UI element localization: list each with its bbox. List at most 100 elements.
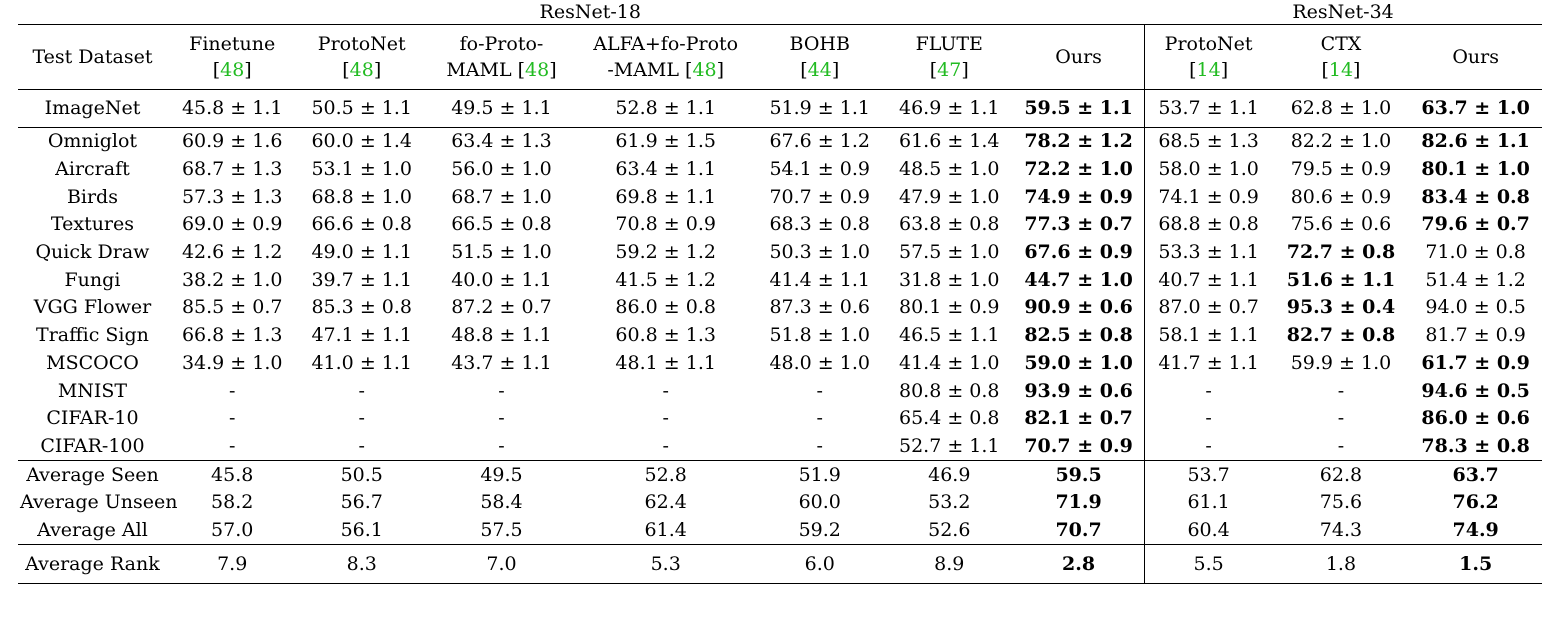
table-cell: 68.8 ± 1.0	[311, 185, 412, 208]
citation-link[interactable]: 14	[1328, 59, 1354, 81]
table-cell: 51.9 ± 1.1	[769, 97, 870, 119]
column-header: BOHB [44]	[754, 24, 885, 90]
table-cell: 87.2 ± 0.7	[451, 296, 552, 319]
table-cell: 82.5 ± 0.8	[1024, 324, 1133, 347]
citation-link[interactable]: 48	[349, 59, 374, 81]
table-cell: 62.8	[1272, 460, 1410, 489]
table-cell: 49.5 ± 1.1	[451, 97, 552, 119]
table-cell: 87.0 ± 0.7	[1143, 294, 1273, 322]
table-cell: 45.8 ± 1.1	[181, 97, 283, 119]
citation-link[interactable]: 48	[220, 59, 245, 81]
table-cell: 53.3 ± 1.1	[1143, 238, 1273, 267]
table-cell: 60.9 ± 1.6	[166, 126, 298, 156]
column-header-suffix: ]	[716, 59, 725, 81]
column-header-prefix: [	[212, 59, 221, 81]
table-cell: 68.3 ± 0.8	[769, 213, 870, 236]
table-cell: 52.7 ± 1.1	[899, 434, 1000, 457]
column-header-line1: Ours	[1055, 46, 1102, 68]
column-header-line2: MAML [48]	[428, 57, 575, 83]
table-cell: 48.1 ± 1.1	[615, 351, 716, 374]
table-row: Average All 57.0 56.1 57.5 61.4 59.2 52.6 70.7 6…	[18, 516, 1542, 545]
table-cell: -	[662, 379, 669, 402]
citation-link[interactable]: 44	[807, 59, 832, 81]
table-cell: -	[498, 379, 505, 402]
table-cell: 48.8 ± 1.1	[451, 324, 552, 347]
table-cell: 60.4	[1143, 516, 1273, 545]
row-label: CIFAR-100	[40, 434, 145, 457]
table-row: MSCOCO 34.9 ± 1.0 41.0 ± 1.1 43.7 ± 1.1 48.1…	[18, 349, 1542, 378]
table-cell: 50.3 ± 1.0	[769, 241, 870, 264]
table-cell: 75.6	[1319, 491, 1363, 514]
table-cell: 45.8	[166, 460, 298, 489]
table-cell: 80.1 ± 1.0	[1421, 158, 1530, 181]
citation-link[interactable]: 47	[937, 59, 962, 81]
table-cell: 74.3	[1319, 518, 1363, 541]
table-cell: 61.6 ± 1.4	[885, 126, 1014, 156]
table-body: ResNet-18 ResNet-34 Test Dataset Finetune…	[18, 0, 1542, 585]
table-cell: 48.0 ± 1.0	[769, 351, 870, 374]
table-cell: -	[662, 434, 669, 457]
table-cell: 56.7	[340, 491, 383, 514]
column-header: Ours	[1409, 24, 1542, 90]
table-cell: 52.6	[928, 518, 971, 541]
column-header-suffix: ]	[1353, 59, 1361, 81]
table-cell: -	[1143, 377, 1273, 405]
table-cell: 48.5 ± 1.0	[899, 158, 1000, 181]
row-label: Fungi	[64, 268, 121, 291]
table-row: Average Seen 45.8 50.5 49.5 52.8 51.9 46.9 59.5…	[18, 460, 1542, 489]
table-cell: 41.4 ± 1.0	[899, 351, 1000, 374]
table-cell: 57.5 ± 1.0	[899, 241, 1000, 264]
table-cell: 52.8	[576, 460, 755, 489]
table-cell: 53.1 ± 1.0	[311, 158, 412, 181]
table-cell: 86.0 ± 0.8	[615, 296, 716, 319]
table-cell: 63.7	[1409, 460, 1542, 489]
table-cell: 70.7 ± 0.9	[769, 185, 870, 208]
table-cell: -	[498, 434, 505, 457]
citation-link[interactable]: 14	[1196, 59, 1221, 81]
column-header-line2: [47]	[887, 57, 1012, 83]
table-cell: 74.1 ± 0.9	[1143, 183, 1273, 212]
table-cell: 51.4 ± 1.2	[1425, 268, 1526, 291]
table-cell: 40.0 ± 1.1	[451, 268, 552, 291]
table-cell: 61.9 ± 1.5	[576, 126, 755, 156]
table-cell: 70.7	[1055, 518, 1102, 541]
column-header-line2: [14]	[1275, 57, 1408, 83]
table-cell: 50.5 ± 1.1	[311, 97, 412, 119]
column-header-line1: Test Dataset	[32, 46, 153, 68]
table-cell: 66.6 ± 0.8	[311, 213, 412, 236]
table-cell: 8.9	[885, 544, 1014, 585]
table-cell: 1.5	[1409, 544, 1542, 585]
table-cell: 85.5 ± 0.7	[181, 296, 283, 319]
table-cell: 51.8 ± 1.0	[769, 324, 870, 347]
table-cell: 71.0 ± 0.8	[1425, 241, 1526, 264]
row-label: Average All	[37, 518, 148, 541]
table-cell: 59.5 ± 1.1	[1024, 97, 1133, 119]
table-cell: 70.8 ± 0.9	[615, 213, 716, 236]
table-cell: -	[816, 434, 823, 457]
table-cell: 59.0 ± 1.0	[1024, 351, 1133, 374]
table-cell: -	[358, 407, 365, 430]
table-row: VGG Flower 85.5 ± 0.7 85.3 ± 0.8 87.2 ± 0.7…	[18, 294, 1542, 322]
table-cell: 8.3	[297, 544, 426, 585]
table-cell: 49.5	[426, 460, 577, 489]
column-header-line1: FLUTE	[915, 33, 983, 55]
table-cell: -	[816, 379, 823, 402]
table-cell: 79.5 ± 0.9	[1290, 158, 1392, 181]
column-header-suffix: ]	[549, 59, 557, 81]
citation-link[interactable]: 48	[525, 59, 550, 81]
table-row: Omniglot 60.9 ± 1.6 60.0 ± 1.4 63.4 ± 1.3 61…	[18, 126, 1542, 156]
table-cell: 61.1	[1143, 488, 1273, 517]
column-header: fo-Proto- MAML [48]	[426, 24, 577, 90]
table-cell: 58.2	[211, 491, 254, 514]
table-row: Birds 57.3 ± 1.3 68.8 ± 1.0 68.7 ± 1.0 69.8 …	[18, 183, 1542, 212]
table-cell: 82.7 ± 0.8	[1286, 324, 1396, 347]
table-cell: 82.6 ± 1.1	[1409, 126, 1542, 156]
column-header-prefix: MAML [	[446, 59, 526, 81]
table-cell: 41.0 ± 1.1	[311, 351, 412, 374]
column-header-line1: ProtoNet	[1164, 33, 1253, 55]
table-cell: 94.6 ± 0.5	[1421, 379, 1530, 402]
table-row: Average Rank 7.9 8.3 7.0 5.3 6.0 8.9 2.8 5.5 1.8 1…	[18, 544, 1542, 585]
citation-link[interactable]: 48	[692, 59, 717, 81]
table-cell: -	[662, 407, 669, 430]
table-row: MNIST - - - - -80.8 ± 0.8 93.9 ± 0.6- -94.6 ± 0…	[18, 377, 1542, 405]
